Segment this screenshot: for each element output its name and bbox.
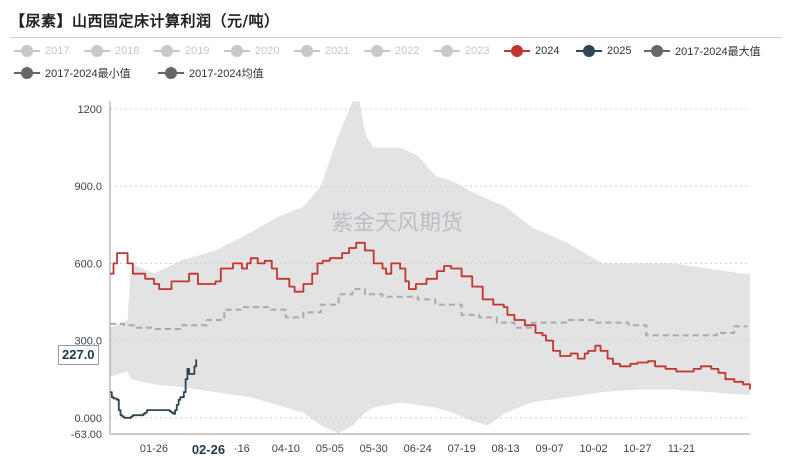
y-tick-label: 0.000: [74, 413, 102, 425]
y-tick-label: -63.00: [71, 429, 102, 441]
grid-lines: [110, 108, 750, 419]
legend-label: 2018: [115, 45, 140, 57]
legend-label: 2021: [325, 45, 350, 57]
legend-label: 2025: [607, 45, 632, 57]
series-line-2017-2024均值: [110, 288, 748, 337]
legend-item-2017-2024最大值[interactable]: 2017-2024最大值: [644, 42, 761, 60]
x-tick-label: 02-26: [192, 442, 225, 457]
x-tick-label: 10-02: [579, 443, 607, 455]
x-tick-label: 08-13: [492, 443, 520, 455]
x-tick-label: 10-27: [623, 443, 651, 455]
x-tick-label: 04-10: [272, 443, 300, 455]
legend-marker-icon: [434, 42, 460, 60]
legend-label: 2017-2024均值: [189, 68, 264, 80]
legend-item-2018[interactable]: 2018: [84, 42, 139, 60]
legend-label: 2019: [185, 45, 210, 57]
legend-item-2017-2024均值[interactable]: 2017-2024均值: [158, 64, 264, 82]
legend-marker-icon: [154, 42, 180, 60]
legend-marker-icon: [14, 64, 40, 82]
legend-marker-icon: [158, 64, 184, 82]
legend-item-2017[interactable]: 2017: [14, 42, 69, 60]
y-tick-label: 1200: [78, 104, 102, 116]
title-divider: [10, 37, 782, 38]
x-tick-label: 05-30: [360, 443, 388, 455]
legend-marker-icon: [504, 42, 530, 60]
x-tick-label: 11-21: [668, 443, 695, 455]
legend-label: 2017-2024最小值: [45, 68, 131, 80]
x-tick-label: 06-24: [404, 443, 432, 455]
legend-item-2022[interactable]: 2022: [364, 42, 419, 60]
watermark-text: 紫金天风期货: [331, 211, 463, 236]
legend-label: 2020: [255, 45, 280, 57]
series-line-2025: [110, 359, 198, 419]
legend-marker-icon: [576, 42, 602, 60]
legend-item-2020[interactable]: 2020: [224, 42, 279, 60]
current-value-label: 227.0: [58, 345, 99, 365]
legend-label: 2017: [45, 45, 70, 57]
legend-item-2023[interactable]: 2023: [434, 42, 489, 60]
x-tick-label: 07-19: [448, 443, 476, 455]
legend-marker-icon: [84, 42, 110, 60]
legend-label: 2023: [465, 45, 490, 57]
legend-item-2025[interactable]: 2025: [576, 42, 631, 60]
legend-item-2021[interactable]: 2021: [294, 42, 349, 60]
x-tick-label: ·16: [234, 443, 250, 455]
y-tick-label: 600.0: [74, 258, 102, 270]
x-tick-label: 09-07: [535, 443, 563, 455]
y-tick-label: 900.0: [74, 181, 102, 193]
x-tick-label: 05-05: [316, 443, 344, 455]
series-line-2024: [110, 241, 751, 390]
legend-marker-icon: [644, 42, 670, 60]
legend-label: 2017-2024最大值: [675, 46, 761, 58]
legend-marker-icon: [294, 42, 320, 60]
legend-marker-icon: [14, 42, 40, 60]
legend-marker-icon: [364, 42, 390, 60]
legend-item-2017-2024最小值[interactable]: 2017-2024最小值: [14, 64, 131, 82]
legend-marker-icon: [224, 42, 250, 60]
legend-label: 2024: [535, 45, 560, 57]
chart-title: 【尿素】山西固定床计算利润（元/吨）: [10, 12, 280, 30]
legend-item-2024[interactable]: 2024: [504, 42, 559, 60]
max-min-band: [110, 101, 750, 434]
legend-item-2019[interactable]: 2019: [154, 42, 209, 60]
x-tick-label: 01-26: [140, 443, 168, 455]
legend-label: 2022: [395, 45, 420, 57]
y-tick-label: 300.0: [74, 336, 102, 348]
